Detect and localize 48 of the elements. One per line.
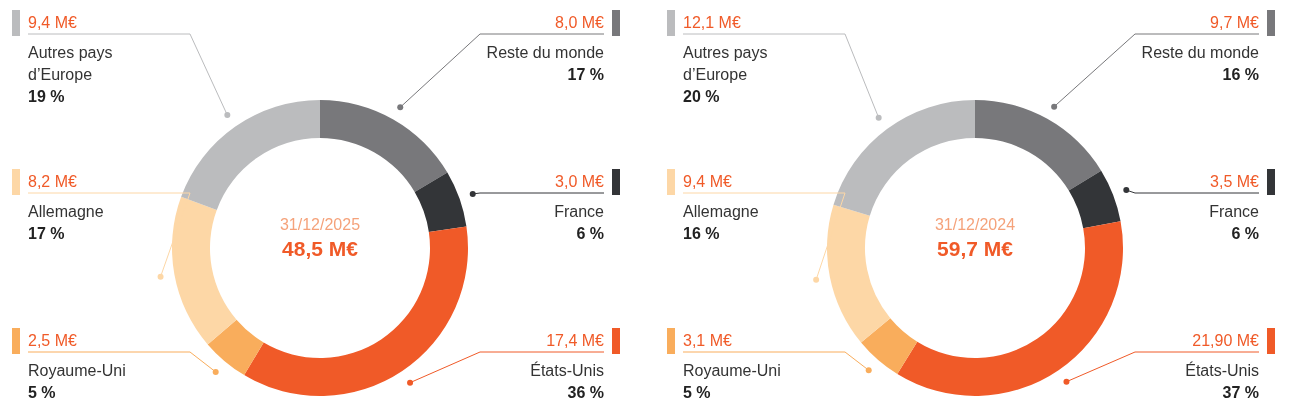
data-label: 3,5 M€ [1210,173,1260,190]
legend-label: États-Unis [530,361,604,379]
donut-slice [414,172,467,233]
text: 37 % [1222,384,1259,401]
legend-label: Allemagne [28,203,104,220]
legend-label: États-Unis [1185,361,1259,379]
legend-label: Allemagne [683,203,759,220]
legend-label: France [554,203,605,220]
legend-label: Reste du monde [486,44,605,61]
text: 17 % [28,225,65,242]
data-label: 12,1 M€ [683,14,741,31]
data-label: 8,2 M€ [28,173,78,190]
text: 31/12/2024 [934,216,1016,233]
text: 17 % [567,66,604,83]
text: 6 % [576,225,604,242]
text: 19 % [28,88,65,105]
donut-slice [207,319,264,376]
text: 6 % [1231,225,1259,242]
donut-slice [975,100,1102,191]
donut-slice [833,100,975,216]
data-label: 9,4 M€ [28,14,78,31]
legend-label: Royaume-Uni [28,362,126,379]
text: 31/12/2025 [279,216,361,233]
data-label: 17,4 M€ [546,332,605,349]
data-label: 2,5 M€ [28,332,78,349]
donut-slice [861,318,918,374]
text: 16 % [683,225,720,242]
text: 36 % [567,384,604,401]
donut-slice [1068,170,1121,229]
text: 48,5 M€ [282,237,359,260]
data-label: 9,7 M€ [1210,14,1260,31]
legend-label: Reste du monde [1141,44,1260,61]
data-label: 3,1 M€ [683,332,733,349]
legend-label: Autres pays d’Europe [683,44,768,83]
text: 5 % [28,384,56,401]
legend-label: Royaume-Uni [683,362,781,379]
text: 5 % [683,384,711,401]
legend-label: Autres pays d’Europe [28,44,113,83]
data-label: 8,0 M€ [555,14,605,31]
text: 16 % [1222,66,1259,83]
data-label: 21,90 M€ [1192,332,1260,349]
donut-slice [320,100,448,192]
data-label: 3,0 M€ [555,173,605,190]
donut-slice [181,100,320,210]
legend-label: France [1209,203,1260,220]
data-label: 9,4 M€ [683,173,733,190]
text: 20 % [683,88,720,105]
text: 59,7 M€ [937,237,1014,260]
